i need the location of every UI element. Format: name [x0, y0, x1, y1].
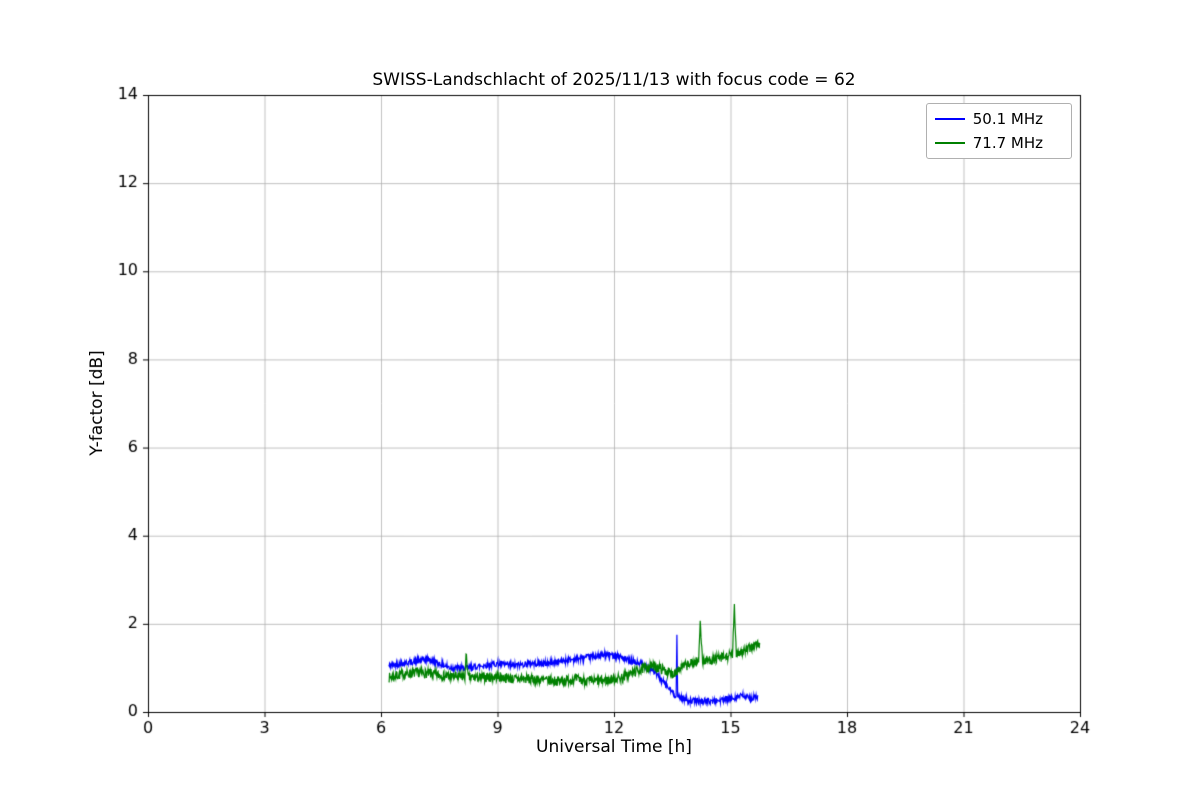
- legend-label: 71.7 MHz: [972, 134, 1043, 152]
- legend: 50.1 MHz 71.7 MHz: [925, 103, 1072, 159]
- chart-title: SWISS-Landschlacht of 2025/11/13 with fo…: [372, 70, 856, 90]
- x-axis-label: Universal Time [h]: [536, 737, 692, 757]
- legend-line-swatch: [934, 118, 965, 120]
- legend-item: 50.1 MHz: [934, 110, 1061, 128]
- legend-label: 50.1 MHz: [972, 110, 1043, 128]
- legend-item: 71.7 MHz: [934, 134, 1061, 152]
- y-axis-label: Y-factor [dB]: [87, 350, 107, 456]
- legend-line-swatch: [934, 142, 965, 144]
